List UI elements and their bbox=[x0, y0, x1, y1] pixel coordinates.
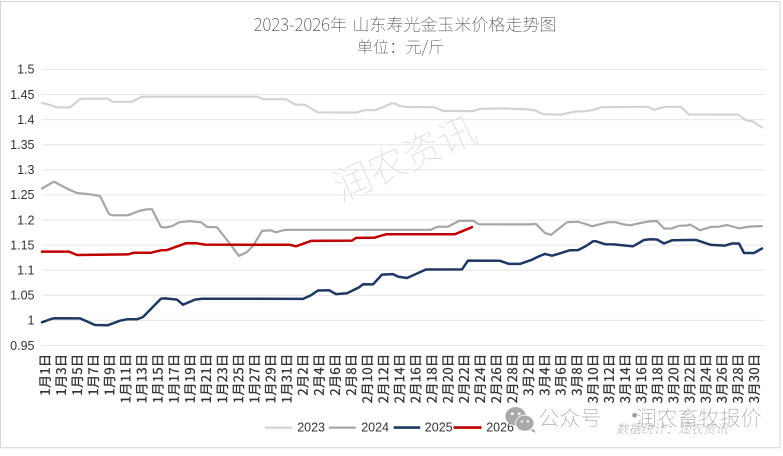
svg-text:1.4: 1.4 bbox=[17, 113, 34, 127]
svg-text:0.95: 0.95 bbox=[10, 339, 34, 353]
svg-text:1.2: 1.2 bbox=[17, 213, 34, 227]
svg-text:1.05: 1.05 bbox=[10, 289, 34, 303]
svg-text:2024: 2024 bbox=[361, 421, 389, 435]
svg-text:1.45: 1.45 bbox=[10, 88, 34, 102]
svg-text:1.25: 1.25 bbox=[10, 188, 34, 202]
svg-text:1.35: 1.35 bbox=[10, 138, 34, 152]
svg-text:1: 1 bbox=[28, 314, 35, 328]
svg-text:1.1: 1.1 bbox=[17, 264, 34, 278]
svg-text:1.5: 1.5 bbox=[17, 63, 34, 77]
svg-text:1.3: 1.3 bbox=[17, 163, 34, 177]
svg-text:2026: 2026 bbox=[486, 421, 514, 435]
svg-text:1.15: 1.15 bbox=[10, 238, 34, 252]
svg-text:2025: 2025 bbox=[425, 421, 453, 435]
svg-text:2023: 2023 bbox=[297, 421, 325, 435]
